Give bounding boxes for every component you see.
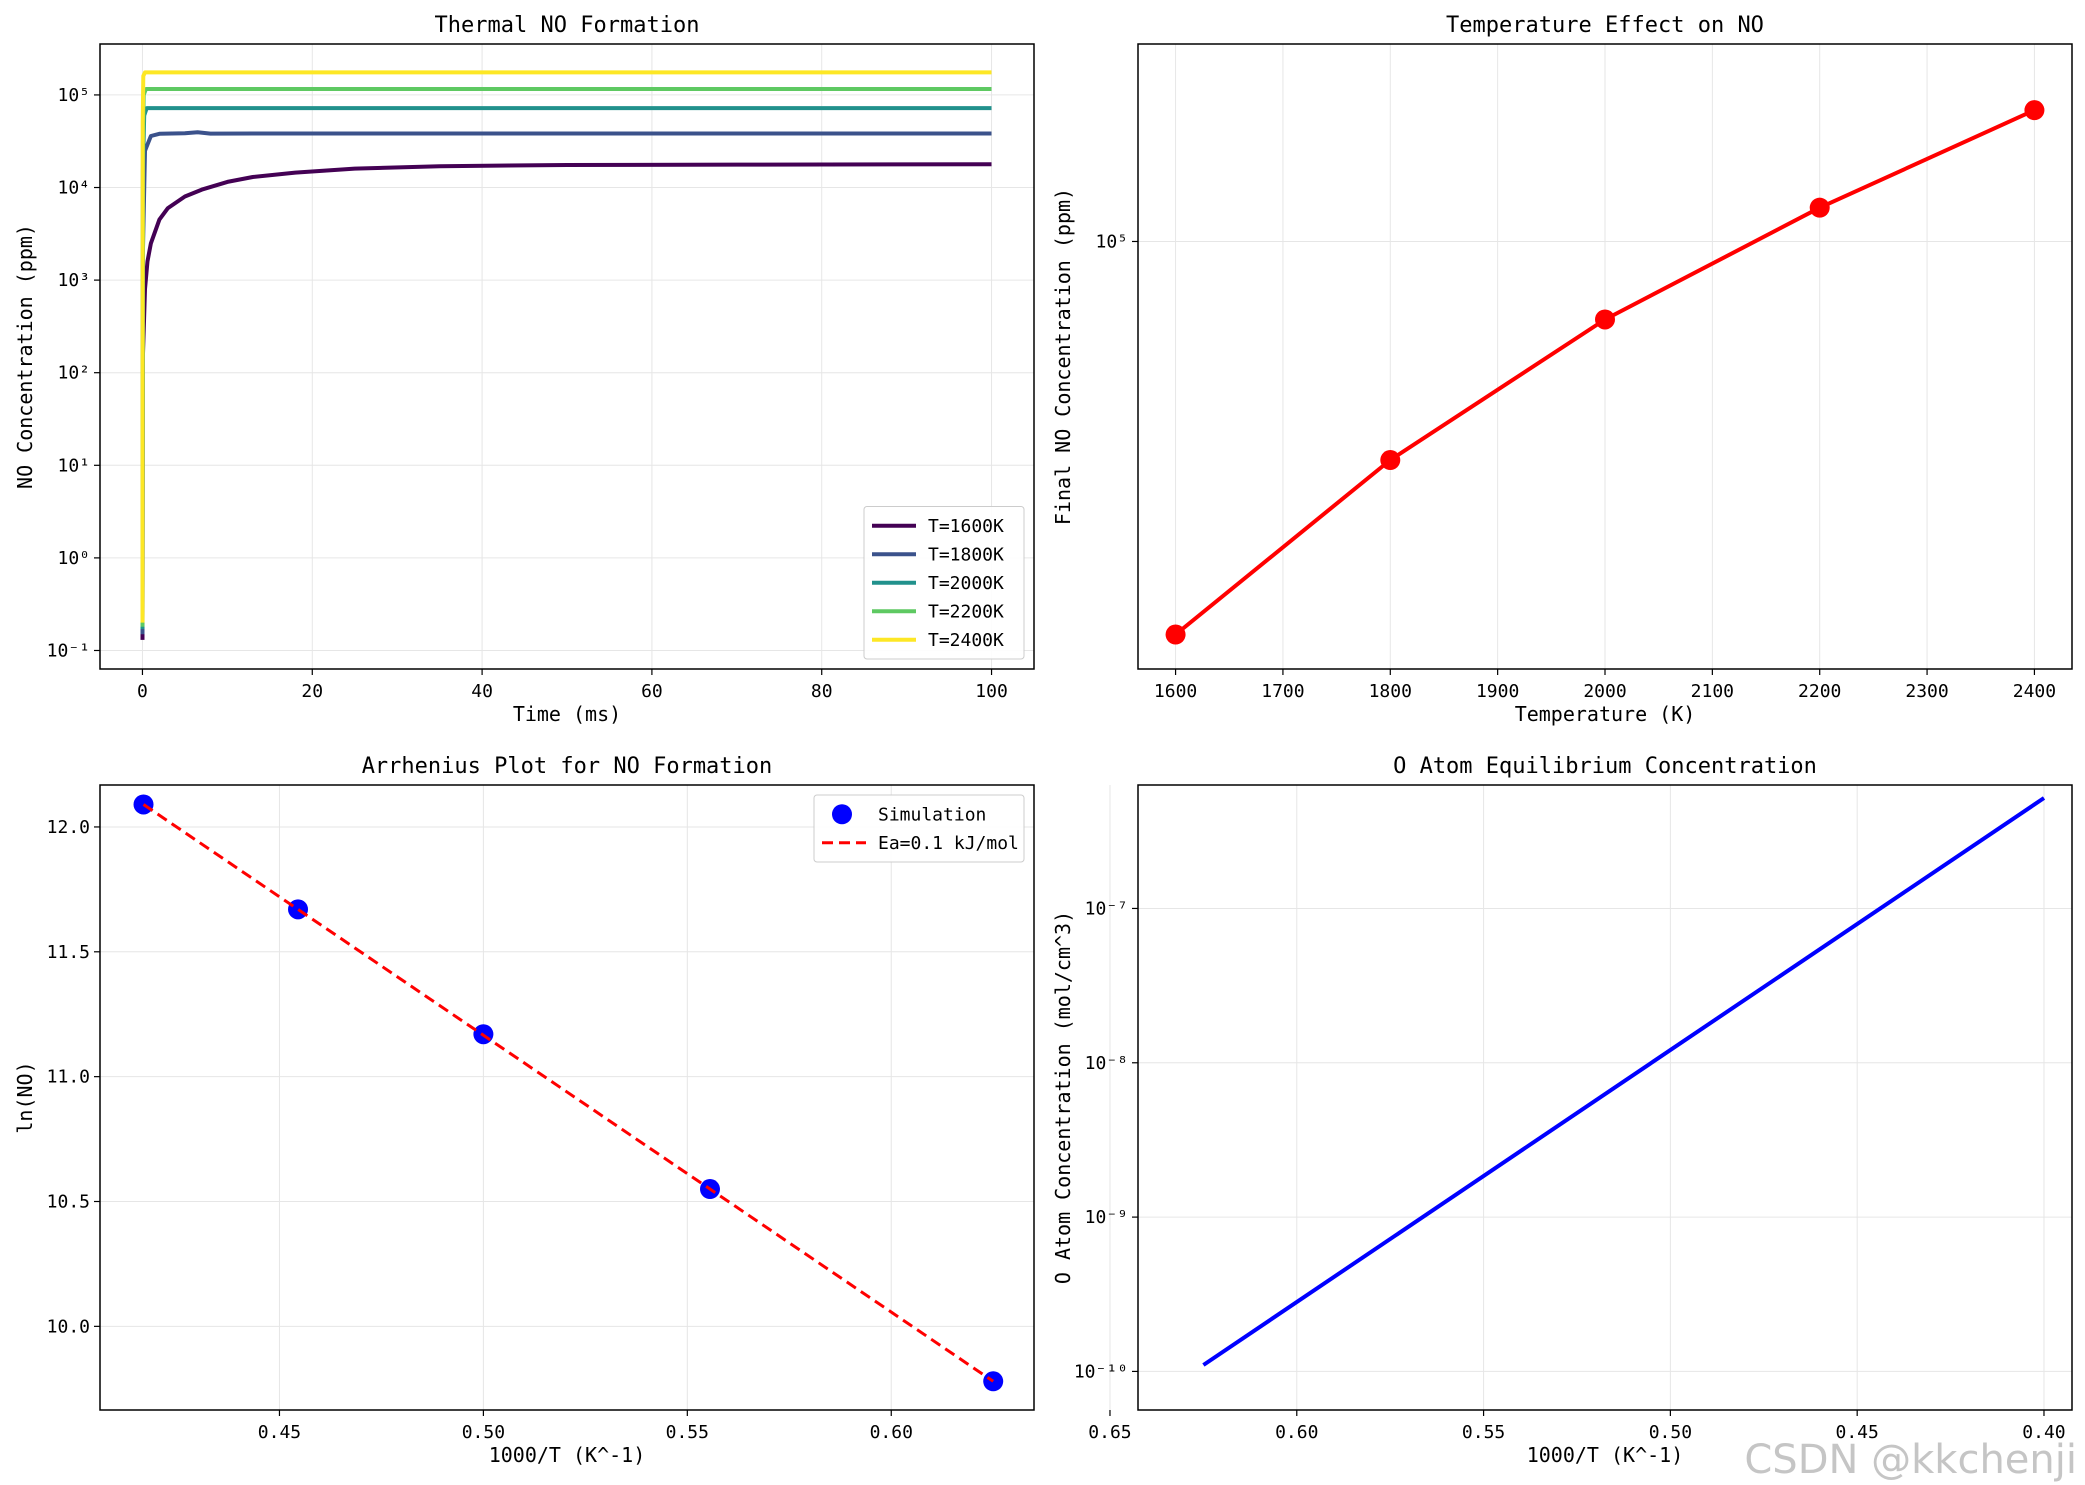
plot-area — [1165, 100, 2045, 645]
x-tick-label: 100 — [975, 681, 1008, 702]
x-axis-label: Time (ms) — [513, 702, 621, 726]
chart-panel-2: Temperature Effect on NO Temperature (K) F… — [1051, 13, 2073, 726]
y-tick-label: 12.0 — [47, 817, 90, 838]
data-point — [1595, 309, 1615, 330]
x-tick-label: 0.55 — [666, 1422, 709, 1443]
x-tick-label: 1900 — [1476, 681, 1519, 702]
x-tick-label: 80 — [811, 681, 833, 702]
y-tick-label: 10.0 — [47, 1316, 90, 1337]
x-tick-label: 1700 — [1261, 681, 1304, 702]
y-tick-label: 10⁻¹⁰ — [1074, 1361, 1128, 1382]
x-tick-label: 2400 — [2013, 681, 2056, 702]
series-line — [1202, 796, 2046, 1367]
chart-title: Temperature Effect on NO — [1446, 13, 1764, 38]
chart-title: Thermal NO Formation — [435, 13, 700, 38]
watermark: CSDN @kkchenji — [1744, 1437, 2077, 1483]
y-axis-label: Final NO Concentration (ppm) — [1051, 188, 1075, 525]
chart-panel-1: Thermal NO Formation Time (ms) NO Concentr… — [13, 13, 1035, 726]
x-axis-label: 1000/T (K^-1) — [489, 1443, 646, 1467]
chart-panel-4: O Atom Equilibrium Concentration 1000/T (… — [1051, 754, 2073, 1467]
x-tick-label: 40 — [471, 681, 493, 702]
data-point — [983, 1371, 1004, 1392]
y-axis-label: O Atom Concentration (mol/cm^3) — [1051, 911, 1075, 1284]
x-tick-label: 0.50 — [1649, 1422, 1692, 1443]
y-tick-label: 10³ — [57, 270, 90, 291]
x-tick-label: 1600 — [1154, 681, 1197, 702]
data-point — [1165, 624, 1186, 645]
y-tick-label: 10.5 — [47, 1192, 90, 1213]
y-axis-label: NO Concentration (ppm) — [13, 224, 37, 489]
x-tick-label: 1800 — [1369, 681, 1412, 702]
legend-label: T=2200K — [928, 601, 1004, 622]
x-axis-label: 1000/T (K^-1) — [1527, 1443, 1684, 1467]
y-tick-label: 10² — [57, 363, 90, 384]
x-tick-label: 2100 — [1691, 681, 1734, 702]
x-tick-label: 20 — [301, 681, 323, 702]
series-line — [140, 70, 992, 623]
series-line — [140, 162, 992, 640]
y-tick-label: 10⁰ — [57, 548, 90, 569]
legend-label: T=2000K — [928, 573, 1004, 594]
axes-frame — [99, 43, 1035, 670]
y-tick-label: 10⁴ — [57, 178, 90, 199]
data-point — [1809, 197, 1830, 218]
y-tick-label: 10⁻⁷ — [1085, 898, 1128, 919]
y-tick-label: 10⁻⁸ — [1085, 1053, 1128, 1074]
plot-area — [1202, 796, 2046, 1367]
grid — [1109, 785, 2072, 1410]
legend-marker — [832, 804, 852, 825]
legend: T=1600K T=1800K T=2000K T=2200K T=2400K — [863, 506, 1025, 660]
x-tick-label: 2300 — [1905, 681, 1948, 702]
data-point — [2024, 100, 2045, 121]
plot-area — [133, 794, 1004, 1392]
y-tick-label: 10⁵ — [1095, 231, 1128, 252]
y-tick-label: 11.0 — [47, 1067, 90, 1088]
x-tick-label: 0.55 — [1462, 1422, 1505, 1443]
y-tick-label: 10⁻⁹ — [1085, 1207, 1128, 1228]
legend-label: T=1800K — [928, 544, 1004, 565]
data-point — [1380, 450, 1401, 471]
legend-label: T=2400K — [928, 630, 1004, 651]
grid — [100, 785, 1034, 1410]
y-tick-label: 10⁻¹ — [47, 640, 90, 661]
chart-title: Arrhenius Plot for NO Formation — [362, 754, 773, 779]
grid — [1138, 44, 2072, 669]
x-tick-label: 0.65 — [1088, 1422, 1131, 1443]
x-tick-label: 2200 — [1798, 681, 1841, 702]
x-tick-label: 0.45 — [258, 1422, 301, 1443]
x-tick-label: 0.60 — [870, 1422, 913, 1443]
y-axis-label: ln(NO) — [13, 1061, 37, 1133]
x-tick-label: 0.45 — [1836, 1422, 1879, 1443]
legend-box — [813, 794, 1025, 863]
legend-label: T=1600K — [928, 516, 1004, 537]
chart-title: O Atom Equilibrium Concentration — [1393, 754, 1817, 779]
data-point — [288, 899, 309, 920]
legend: Simulation Ea=0.1 kJ/mol — [813, 794, 1025, 863]
grid — [100, 44, 1034, 669]
y-tick-label: 11.5 — [47, 942, 90, 963]
series-line — [142, 803, 995, 1383]
x-axis-label: Temperature (K) — [1515, 702, 1696, 726]
y-tick-label: 10⁵ — [57, 85, 90, 106]
x-tick-label: 0.40 — [2022, 1422, 2065, 1443]
axes-frame — [1137, 784, 2073, 1411]
x-tick-label: 60 — [641, 681, 663, 702]
x-tick-label: 2000 — [1583, 681, 1626, 702]
x-tick-label: 0.60 — [1275, 1422, 1318, 1443]
legend-label: Simulation — [878, 804, 986, 825]
plot-area — [140, 70, 992, 640]
chart-panel-3: Arrhenius Plot for NO Formation 1000/T (K… — [13, 754, 1035, 1467]
x-tick-label: 0 — [137, 681, 148, 702]
x-tick-label: 0.50 — [462, 1422, 505, 1443]
y-tick-label: 10¹ — [57, 455, 90, 476]
axes-frame — [99, 784, 1035, 1411]
legend-box — [863, 506, 1025, 660]
legend-label: Ea=0.1 kJ/mol — [878, 833, 1019, 854]
axes-frame — [1137, 43, 2073, 670]
